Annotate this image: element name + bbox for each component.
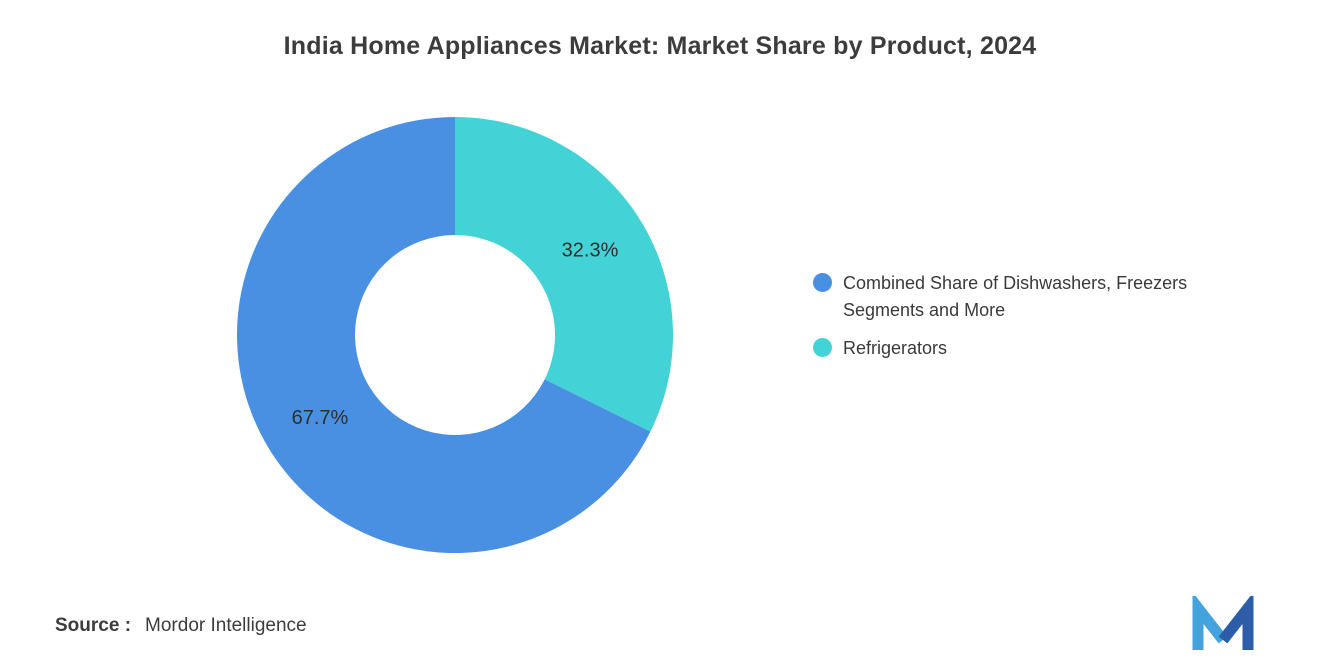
source-label: Source : <box>55 615 132 636</box>
legend-dot-icon <box>813 273 832 292</box>
slice-data-label-0: 67.7% <box>292 407 349 429</box>
donut-slice-1 <box>455 117 673 432</box>
chart-legend: Combined Share of Dishwashers, Freezers … <box>813 270 1213 362</box>
logo-left-stroke <box>1192 596 1228 650</box>
legend-item: Refrigerators <box>813 335 1213 362</box>
legend-item: Combined Share of Dishwashers, Freezers … <box>813 270 1213 324</box>
chart-title: India Home Appliances Market: Market Sha… <box>283 32 1037 60</box>
logo-right-stroke <box>1218 596 1254 650</box>
slice-data-label-1: 32.3% <box>562 239 619 261</box>
mordor-intelligence-logo <box>1192 596 1254 650</box>
legend-label: Refrigerators <box>843 338 948 358</box>
donut-slice-0 <box>237 116 651 553</box>
source-row: Source : Mordor Intelligence <box>55 615 307 637</box>
legend-label: Combined Share of Dishwashers, Freezers … <box>843 273 1188 320</box>
legend-dot-icon <box>813 338 832 357</box>
source-value: Mordor Intelligence <box>145 615 307 636</box>
